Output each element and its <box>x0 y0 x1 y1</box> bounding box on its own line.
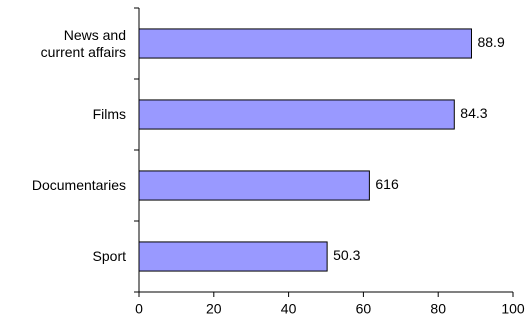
bar <box>138 99 455 130</box>
x-tick-label: 100 <box>501 301 525 317</box>
x-tick-label: 80 <box>430 301 446 317</box>
value-label: 616 <box>375 176 399 192</box>
value-label: 84.3 <box>460 105 487 121</box>
x-tick-label: 0 <box>135 301 143 317</box>
x-tick-label: 40 <box>281 301 297 317</box>
category-label: Sport <box>92 248 126 264</box>
x-tick-label: 20 <box>206 301 222 317</box>
bar <box>138 170 370 201</box>
value-label: 50.3 <box>333 247 360 263</box>
category-label: Films <box>92 106 126 122</box>
bar <box>138 28 472 59</box>
value-label: 88.9 <box>477 34 504 50</box>
category-label: Documentaries <box>31 177 126 193</box>
category-label: News and current affairs <box>40 26 126 60</box>
x-tick-label: 60 <box>356 301 372 317</box>
bar <box>138 241 328 272</box>
